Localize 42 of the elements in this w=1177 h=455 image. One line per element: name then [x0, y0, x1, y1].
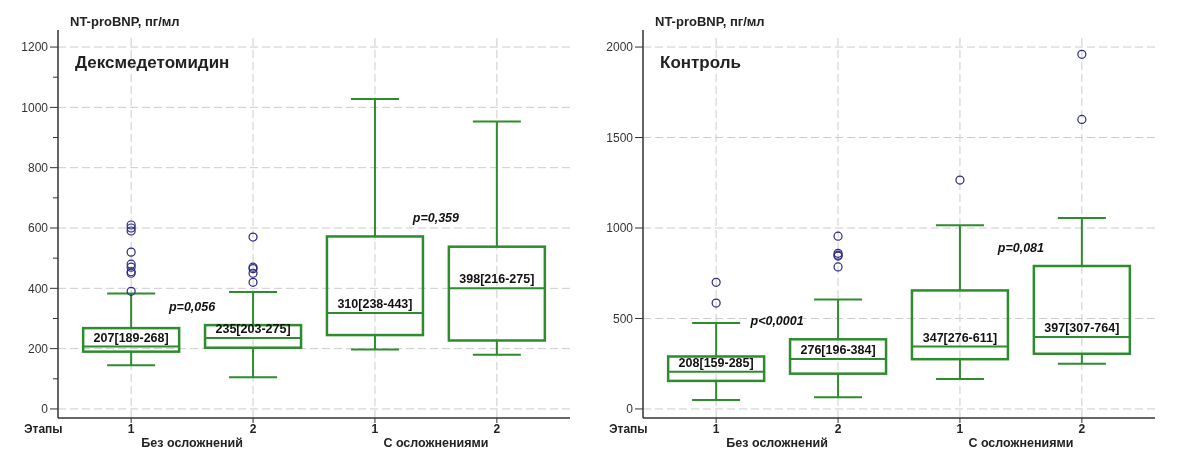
annotation: 276[196-384]	[800, 343, 876, 358]
text: С осложнениями	[383, 436, 489, 450]
y-tick-label: 1000	[606, 221, 634, 236]
y-tick-label: 0	[626, 402, 634, 417]
annotation: 235[203-275]	[215, 322, 291, 337]
x-tick-label: 2	[834, 422, 842, 436]
x-tick-label: 2	[249, 422, 257, 436]
annotation: p=0,056	[167, 300, 217, 315]
annotation: 347[276-611]	[922, 330, 998, 345]
y-tick-label: 400	[27, 281, 49, 296]
text: С осложнениями	[968, 436, 1074, 450]
annotation: p=0,081	[996, 241, 1045, 255]
x-tick-label: 2	[1078, 422, 1086, 436]
y-axis-title: NT-proBNP, пг/мл	[655, 14, 765, 29]
annotation: p<0,0001	[749, 314, 804, 329]
annotation: 397[307-764]	[1044, 321, 1120, 336]
y-tick-label: 600	[27, 221, 49, 236]
x-tick-label: 2	[493, 422, 501, 436]
y-tick-label: 1200	[21, 40, 49, 55]
annotation: 207[189-268]	[93, 330, 169, 345]
y-tick-label: 800	[27, 160, 49, 175]
y-tick-label: 2000	[606, 40, 634, 55]
x-tick-label: 1	[127, 422, 135, 436]
x-axis-title: Этапы	[609, 422, 648, 436]
y-tick-label: 200	[27, 341, 49, 356]
y-tick-label: 1500	[606, 130, 634, 145]
annotation: 208[159-285]	[678, 355, 754, 370]
x-tick-label: 1	[712, 422, 720, 436]
text: Дексмедетомидин	[75, 53, 230, 72]
y-tick-label: 0	[41, 402, 49, 417]
annotation: 310[238-443]	[337, 297, 413, 312]
annotation: p=0,359	[411, 211, 460, 226]
y-tick-label: 500	[612, 311, 634, 326]
x-tick-label: 1	[956, 422, 964, 436]
y-tick-label: 1000	[21, 100, 49, 115]
text: Контроль	[660, 53, 741, 72]
annotation: 398[216-275]	[459, 272, 535, 287]
text: Без осложнений	[141, 436, 243, 450]
x-tick-label: 1	[371, 422, 379, 436]
y-axis-title: NT-proBNP, пг/мл	[70, 14, 180, 29]
text: Без осложнений	[726, 436, 828, 450]
x-axis-title: Этапы	[24, 422, 63, 436]
